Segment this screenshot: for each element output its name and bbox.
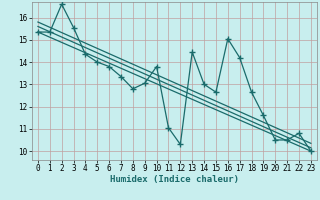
X-axis label: Humidex (Indice chaleur): Humidex (Indice chaleur) bbox=[110, 175, 239, 184]
